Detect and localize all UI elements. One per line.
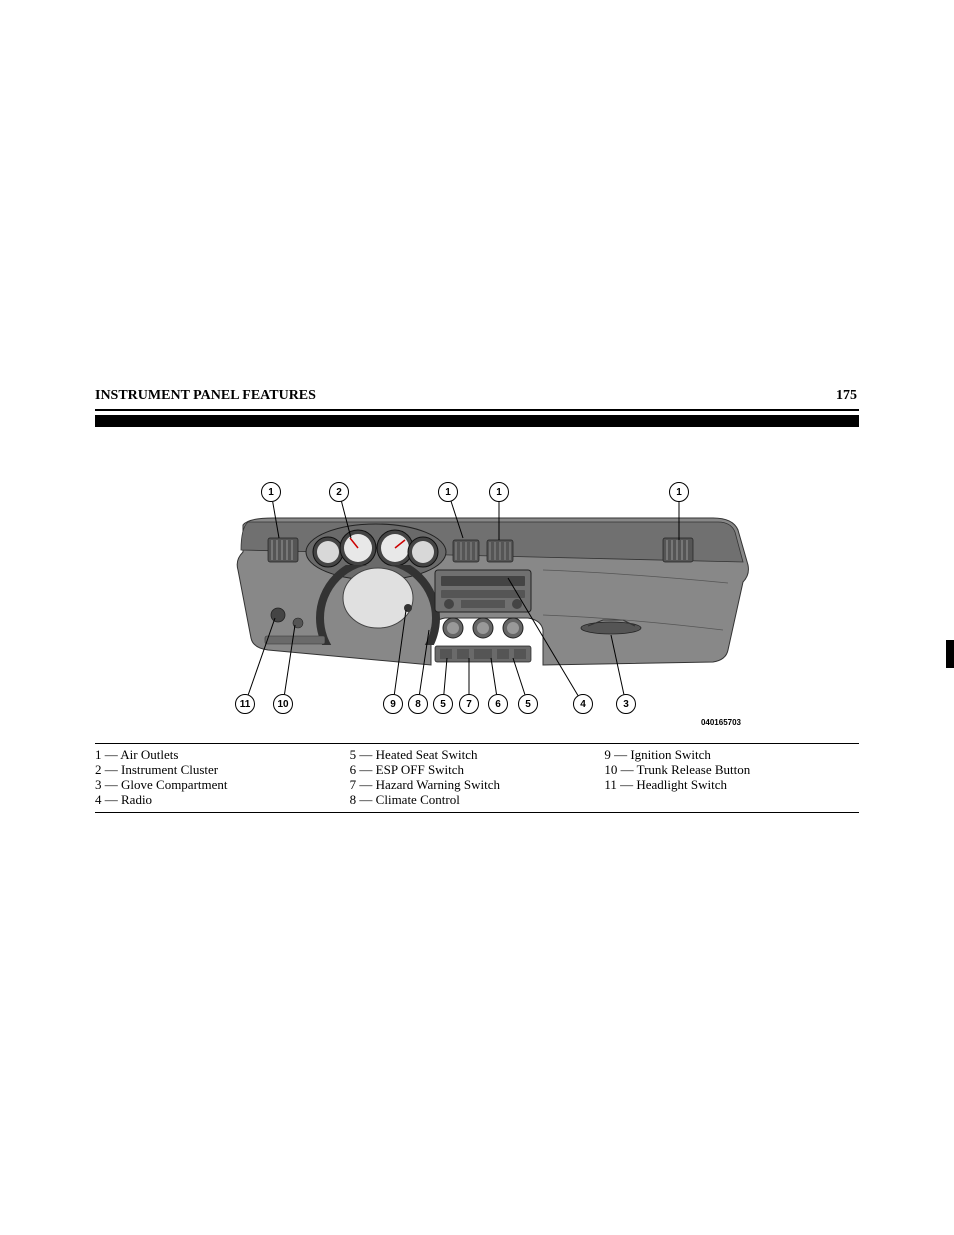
legend-num: 11 <box>604 777 617 792</box>
header-rule-thin <box>95 409 859 411</box>
legend-num: 8 <box>350 792 357 807</box>
callout-10: 10 <box>273 694 293 714</box>
legend-num: 2 <box>95 762 102 777</box>
callout-7: 7 <box>459 694 479 714</box>
legend-label: ESP OFF Switch <box>376 762 464 777</box>
legend-table: 1 — Air Outlets 2 — Instrument Cluster 3… <box>95 743 859 813</box>
instrument-panel-diagram: 12111111098576543 040165703 <box>223 470 753 730</box>
callout-11: 11 <box>235 694 255 714</box>
callout-5: 5 <box>433 694 453 714</box>
page-number: 175 <box>836 388 857 404</box>
legend-label: Heated Seat Switch <box>376 747 478 762</box>
legend-label: Instrument Cluster <box>121 762 218 777</box>
legend-label: Headlight Switch <box>636 777 727 792</box>
legend-num: 4 <box>95 792 102 807</box>
legend-num: 3 <box>95 777 102 792</box>
callout-2: 2 <box>329 482 349 502</box>
callout-1: 1 <box>669 482 689 502</box>
legend-label: Ignition Switch <box>630 747 711 762</box>
legend-label: Hazard Warning Switch <box>376 777 500 792</box>
legend-label: Trunk Release Button <box>637 762 751 777</box>
callout-4: 4 <box>573 694 593 714</box>
legend-num: 6 <box>350 762 357 777</box>
callout-8: 8 <box>408 694 428 714</box>
legend-column-3: 9 — Ignition Switch 10 — Trunk Release B… <box>604 748 859 808</box>
dashboard-illustration <box>223 470 753 730</box>
diagram-reference-number: 040165703 <box>701 718 741 727</box>
section-title: INSTRUMENT PANEL FEATURES <box>95 388 316 404</box>
legend-num: 7 <box>350 777 357 792</box>
side-tab-marker <box>946 640 954 668</box>
legend-label: Climate Control <box>376 792 460 807</box>
callout-5: 5 <box>518 694 538 714</box>
legend-num: 10 <box>604 762 617 777</box>
callout-1: 1 <box>261 482 281 502</box>
legend-label: Radio <box>121 792 152 807</box>
legend-column-2: 5 — Heated Seat Switch 6 — ESP OFF Switc… <box>350 748 605 808</box>
header-rule-thick <box>95 415 859 427</box>
legend-num: 9 <box>604 747 611 762</box>
callout-1: 1 <box>438 482 458 502</box>
callout-6: 6 <box>488 694 508 714</box>
legend-num: 1 <box>95 747 102 762</box>
callout-9: 9 <box>383 694 403 714</box>
callout-3: 3 <box>616 694 636 714</box>
callout-1: 1 <box>489 482 509 502</box>
legend-label: Air Outlets <box>120 747 178 762</box>
legend-column-1: 1 — Air Outlets 2 — Instrument Cluster 3… <box>95 748 350 808</box>
legend-num: 5 <box>350 747 357 762</box>
legend-label: Glove Compartment <box>121 777 228 792</box>
